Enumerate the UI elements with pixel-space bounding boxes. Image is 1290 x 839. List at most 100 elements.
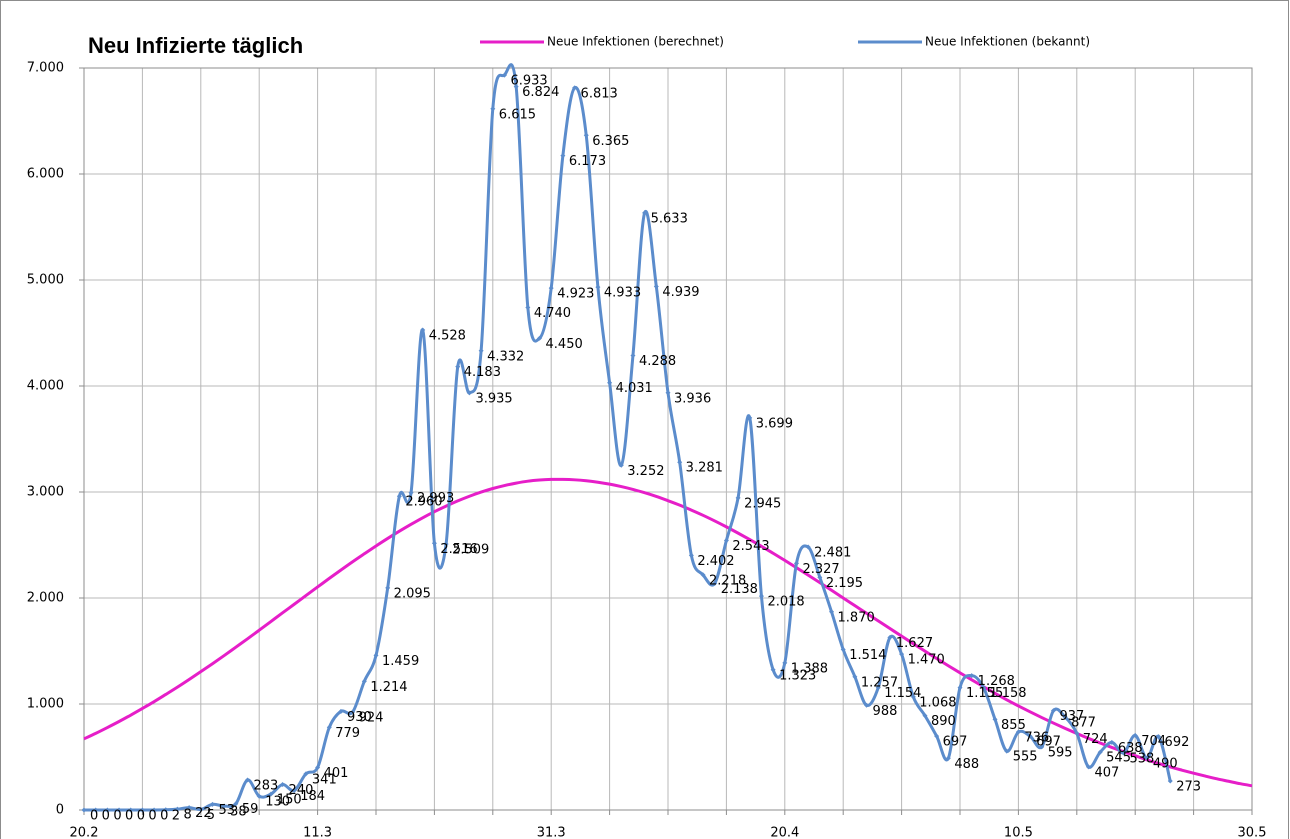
data-label: 638 [1118, 741, 1143, 756]
data-label: 53 [218, 803, 235, 818]
data-label: 2.543 [732, 539, 769, 554]
point-marker [1074, 730, 1080, 736]
data-label: 3.699 [756, 416, 793, 431]
data-label: 545 [1106, 751, 1131, 766]
point-marker [653, 283, 659, 289]
data-label: 3.935 [475, 391, 512, 406]
point-marker [93, 807, 99, 813]
point-marker [513, 84, 519, 90]
point-marker [642, 210, 648, 216]
data-label: 1.870 [838, 610, 875, 625]
point-marker [899, 651, 905, 657]
point-marker [291, 787, 297, 793]
legend-label: Neue Infektionen (berechnet) [547, 35, 724, 49]
data-label: 2.402 [697, 554, 734, 569]
data-label: 4.933 [604, 286, 641, 301]
data-label: 555 [1013, 750, 1038, 765]
point-marker [630, 352, 636, 358]
point-marker [443, 541, 449, 547]
point-marker [747, 415, 753, 421]
data-label: 1.154 [884, 686, 921, 701]
plot-border [83, 67, 1253, 811]
data-label: 1.257 [861, 675, 898, 690]
data-label: 283 [254, 779, 279, 794]
data-label: 2.945 [744, 496, 781, 511]
chart-title: Neu Infizierte täglich [88, 33, 303, 58]
data-label: 0 [137, 809, 145, 824]
point-marker [221, 803, 227, 809]
point-marker [139, 807, 145, 813]
data-label: 0 [90, 809, 98, 824]
point-marker [373, 652, 379, 658]
data-label: 4.288 [639, 354, 676, 369]
data-label: 6.365 [592, 134, 629, 149]
point-marker [677, 459, 683, 465]
data-label: 779 [335, 726, 360, 741]
point-marker [793, 560, 799, 566]
point-marker [198, 806, 204, 812]
data-label: 2 [172, 808, 180, 823]
data-label: 0 [113, 809, 121, 824]
point-marker [583, 132, 589, 138]
data-label: 890 [931, 714, 956, 729]
y-tick-label: 3.000 [27, 485, 64, 500]
point-marker [712, 580, 718, 586]
marks [81, 63, 1253, 813]
point-marker [1132, 732, 1138, 738]
point-marker [303, 771, 309, 777]
data-label: 273 [1176, 780, 1201, 795]
data-label: 1.155 [966, 686, 1003, 701]
data-label: 2.960 [405, 495, 442, 510]
data-label: 6.933 [510, 74, 547, 89]
data-label: 3.281 [686, 461, 723, 476]
data-label: 2.481 [814, 546, 851, 561]
data-label: 1.470 [908, 653, 945, 668]
data-label: 0 [125, 809, 133, 824]
x-tick-label: 20.2 [70, 826, 99, 839]
point-marker [875, 685, 881, 691]
data-label: 4.332 [487, 349, 524, 364]
x-tick-label: 10.5 [1004, 826, 1033, 839]
data-label: 692 [1165, 735, 1190, 750]
point-marker [934, 733, 940, 739]
point-marker [256, 793, 262, 799]
point-marker [396, 493, 402, 499]
point-marker [1085, 764, 1091, 770]
point-marker [700, 572, 706, 578]
point-marker [385, 585, 391, 591]
point-marker [268, 791, 274, 797]
data-label: 5.633 [651, 211, 688, 226]
data-label: 937 [1059, 709, 1084, 724]
point-marker [408, 490, 414, 496]
data-label: 2.195 [826, 576, 863, 591]
point-marker [1004, 748, 1010, 754]
data-label: 877 [1071, 716, 1096, 731]
point-marker [326, 724, 332, 730]
data-label: 988 [873, 704, 898, 719]
data-label: 4.450 [546, 337, 583, 352]
y-tick-label: 4.000 [27, 379, 64, 394]
point-marker [1062, 714, 1068, 720]
data-label: 1.323 [779, 668, 816, 683]
data-label: 1.068 [919, 695, 956, 710]
point-marker [957, 685, 963, 691]
point-marker [852, 674, 858, 680]
point-marker [805, 544, 811, 550]
y-tick-label: 2.000 [27, 591, 64, 606]
point-marker [1156, 734, 1162, 740]
point-marker [338, 708, 344, 714]
point-marker [1167, 778, 1173, 784]
data-label: 341 [312, 772, 337, 787]
point-marker [280, 782, 286, 788]
data-label: 4.031 [616, 381, 653, 396]
data-label: 2.138 [721, 582, 758, 597]
data-label: 6.173 [569, 154, 606, 169]
point-marker [992, 716, 998, 722]
point-marker [829, 609, 835, 615]
data-label: 4.740 [534, 306, 571, 321]
data-label: 38 [230, 804, 247, 819]
y-tick-label: 1.000 [27, 697, 64, 712]
data-label: 697 [1036, 735, 1061, 750]
x-tick-label: 11.3 [303, 826, 332, 839]
